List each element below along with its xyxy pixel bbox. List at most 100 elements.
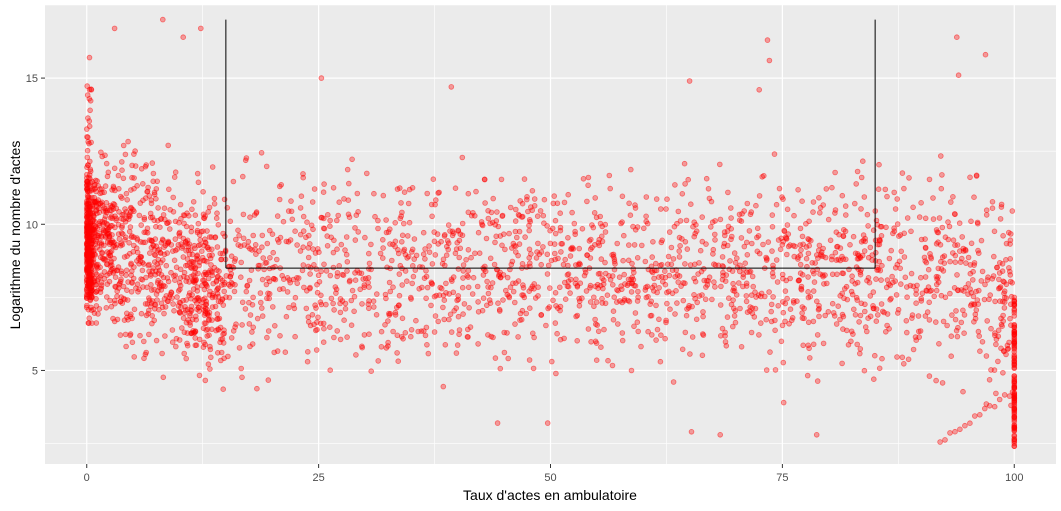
data-point	[489, 280, 496, 286]
data-point	[431, 329, 438, 335]
data-point	[321, 225, 328, 232]
data-point	[810, 341, 817, 348]
data-point	[1011, 331, 1018, 338]
data-point	[97, 186, 103, 192]
data-point	[653, 196, 660, 202]
data-point	[228, 253, 235, 260]
data-point	[894, 354, 900, 360]
data-point	[361, 284, 368, 291]
data-point	[93, 188, 99, 195]
data-point	[93, 208, 99, 214]
data-point	[318, 301, 325, 308]
data-point	[651, 275, 657, 282]
data-point	[957, 426, 963, 433]
data-point	[587, 282, 594, 289]
data-point	[339, 271, 346, 278]
data-point	[682, 329, 689, 336]
data-point	[820, 273, 826, 280]
data-point	[215, 326, 222, 333]
data-point	[552, 320, 559, 326]
data-point	[292, 294, 299, 301]
data-point	[599, 223, 605, 230]
data-point	[769, 212, 776, 218]
data-point	[790, 299, 797, 306]
data-point	[245, 238, 252, 245]
data-point	[409, 280, 416, 287]
data-point	[805, 342, 811, 349]
data-point	[404, 255, 411, 261]
data-point	[459, 284, 466, 291]
data-point	[665, 253, 672, 260]
data-point	[194, 253, 200, 260]
data-point	[982, 281, 988, 288]
data-point	[290, 276, 297, 283]
data-point	[215, 349, 221, 356]
data-point	[94, 232, 100, 239]
data-point	[967, 262, 974, 268]
data-point	[310, 246, 316, 252]
data-point	[923, 288, 930, 294]
data-point	[982, 51, 989, 58]
data-point	[953, 308, 959, 314]
data-point	[394, 186, 401, 192]
data-point	[1011, 395, 1018, 402]
data-point	[740, 283, 746, 290]
data-point	[862, 324, 869, 330]
data-point	[492, 355, 499, 361]
data-point	[817, 204, 824, 211]
data-point	[492, 222, 499, 228]
data-point	[171, 257, 178, 264]
data-point	[862, 238, 868, 245]
data-point	[967, 286, 973, 292]
data-point	[85, 134, 91, 141]
data-point	[771, 151, 778, 157]
data-point	[756, 193, 763, 199]
data-point	[1001, 305, 1008, 311]
data-point	[599, 275, 605, 282]
data-point	[441, 316, 448, 323]
data-point	[883, 224, 889, 231]
data-point	[319, 214, 325, 221]
data-point	[305, 254, 312, 261]
data-point	[331, 334, 337, 341]
data-point	[727, 205, 734, 211]
data-point	[172, 169, 179, 176]
data-point	[84, 126, 90, 132]
data-point	[209, 252, 215, 258]
data-point	[270, 249, 277, 256]
data-point	[342, 247, 348, 253]
data-point	[627, 212, 634, 219]
data-point	[300, 228, 307, 234]
data-point	[337, 336, 344, 343]
data-point	[806, 242, 812, 249]
data-point	[903, 284, 910, 290]
data-point	[942, 234, 949, 241]
data-point	[909, 312, 916, 318]
data-point	[394, 332, 401, 339]
data-point	[710, 246, 717, 253]
data-point	[564, 272, 571, 278]
data-point	[125, 279, 131, 285]
data-point	[994, 264, 1000, 271]
data-point	[426, 249, 433, 256]
data-point	[672, 182, 678, 188]
data-point	[328, 234, 335, 241]
data-point	[768, 308, 774, 315]
data-point	[587, 299, 594, 305]
data-point	[930, 216, 937, 222]
data-point	[527, 218, 533, 225]
data-point	[937, 439, 943, 445]
data-point	[717, 332, 724, 339]
data-point	[781, 227, 787, 234]
data-point	[775, 302, 781, 309]
data-point	[743, 280, 750, 287]
data-point	[86, 315, 92, 322]
data-point	[651, 267, 658, 274]
data-point	[190, 199, 197, 205]
data-point	[445, 240, 452, 247]
data-point	[493, 233, 500, 240]
data-point	[316, 278, 323, 285]
data-point	[173, 335, 180, 342]
data-point	[724, 228, 731, 234]
data-point	[146, 268, 152, 275]
